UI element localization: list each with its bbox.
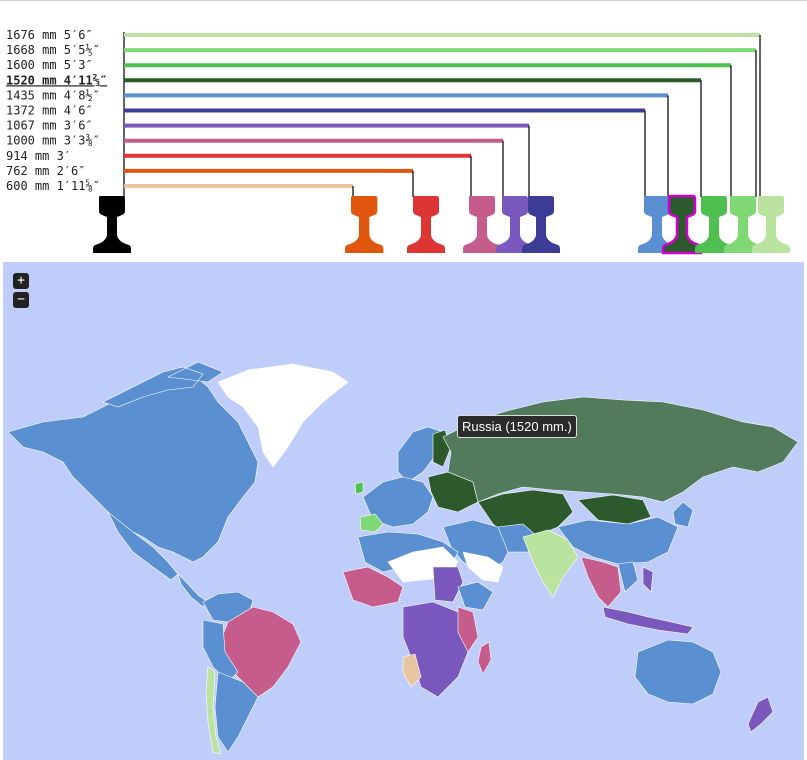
country-india[interactable] xyxy=(522,529,579,598)
gauge-label[interactable]: 1435 mm 4′8½″ xyxy=(6,88,100,102)
country-sudan[interactable] xyxy=(432,566,464,603)
country-indonesia-philippines[interactable] xyxy=(602,566,694,635)
zoom-in-button[interactable]: + xyxy=(13,273,29,289)
country-korea-japan[interactable] xyxy=(672,501,694,528)
country-chile[interactable] xyxy=(205,666,222,755)
country-vietnam-taiwan[interactable] xyxy=(617,561,639,593)
gauge-label[interactable]: 1668 mm 5′5⅕″ xyxy=(6,43,100,57)
gauge-label[interactable]: 1676 mm 5′6″ xyxy=(6,28,93,42)
country-australia[interactable] xyxy=(634,639,722,705)
gauge-panel: 1676 mm 5′6″ 1668 mm 5′5⅕″ 1600 mm 5′3″ 152… xyxy=(0,0,807,262)
gauge-label[interactable]: 1520 mm 4′11⅔″ xyxy=(6,73,107,87)
gauge-diagram: 1676 mm 5′6″1668 mm 5′5⅕″1600 mm 5′3″152… xyxy=(6,28,790,255)
gauge-label[interactable]: 1000 mm 3′3⅜″ xyxy=(6,134,100,148)
zoom-out-button[interactable]: − xyxy=(13,292,29,308)
country-central-south-africa[interactable] xyxy=(402,601,474,698)
country-arabia xyxy=(462,551,504,583)
gauge-rail[interactable] xyxy=(407,196,445,253)
country-argentina[interactable] xyxy=(214,671,259,753)
country-ethiopia[interactable] xyxy=(457,581,494,611)
country-mexico[interactable] xyxy=(107,511,179,581)
gauge-label[interactable]: 914 mm 3′ xyxy=(6,149,71,163)
map-canvas[interactable] xyxy=(3,262,804,760)
world-map[interactable]: + − Russia (1520 mm.) xyxy=(3,262,804,760)
country-russia[interactable] xyxy=(442,396,799,503)
country-mongolia[interactable] xyxy=(577,494,652,525)
reference-rail xyxy=(93,196,131,253)
country-west-africa[interactable] xyxy=(342,566,404,608)
gauge-rail[interactable] xyxy=(695,196,733,253)
gauge-label[interactable]: 1067 mm 3′6″ xyxy=(6,119,93,133)
country-iberia[interactable] xyxy=(359,513,384,533)
country-east-africa[interactable] xyxy=(457,606,479,653)
gauge-label[interactable]: 1600 mm 5′3″ xyxy=(6,58,93,72)
gauge-rail[interactable] xyxy=(752,196,790,253)
gauge-rail[interactable] xyxy=(661,194,703,255)
map-tooltip: Russia (1520 mm.) xyxy=(457,415,577,438)
country-new-zealand[interactable] xyxy=(747,696,774,733)
gauge-label[interactable]: 600 mm 1′11⅝″ xyxy=(6,179,100,193)
gauge-label[interactable]: 762 mm 2′6″ xyxy=(6,164,85,178)
country-china[interactable] xyxy=(557,516,679,565)
gauge-rail[interactable] xyxy=(463,196,501,253)
country-peru-bolivia[interactable] xyxy=(202,619,239,683)
country-madagascar[interactable] xyxy=(477,641,492,675)
country-namibia[interactable] xyxy=(402,653,422,688)
country-ireland[interactable] xyxy=(354,481,364,495)
gauge-label[interactable]: 1372 mm 4′6″ xyxy=(6,104,93,118)
country-greenland xyxy=(217,363,349,468)
country-southeast-asia[interactable] xyxy=(580,556,622,608)
country-europe-west[interactable] xyxy=(362,476,434,528)
